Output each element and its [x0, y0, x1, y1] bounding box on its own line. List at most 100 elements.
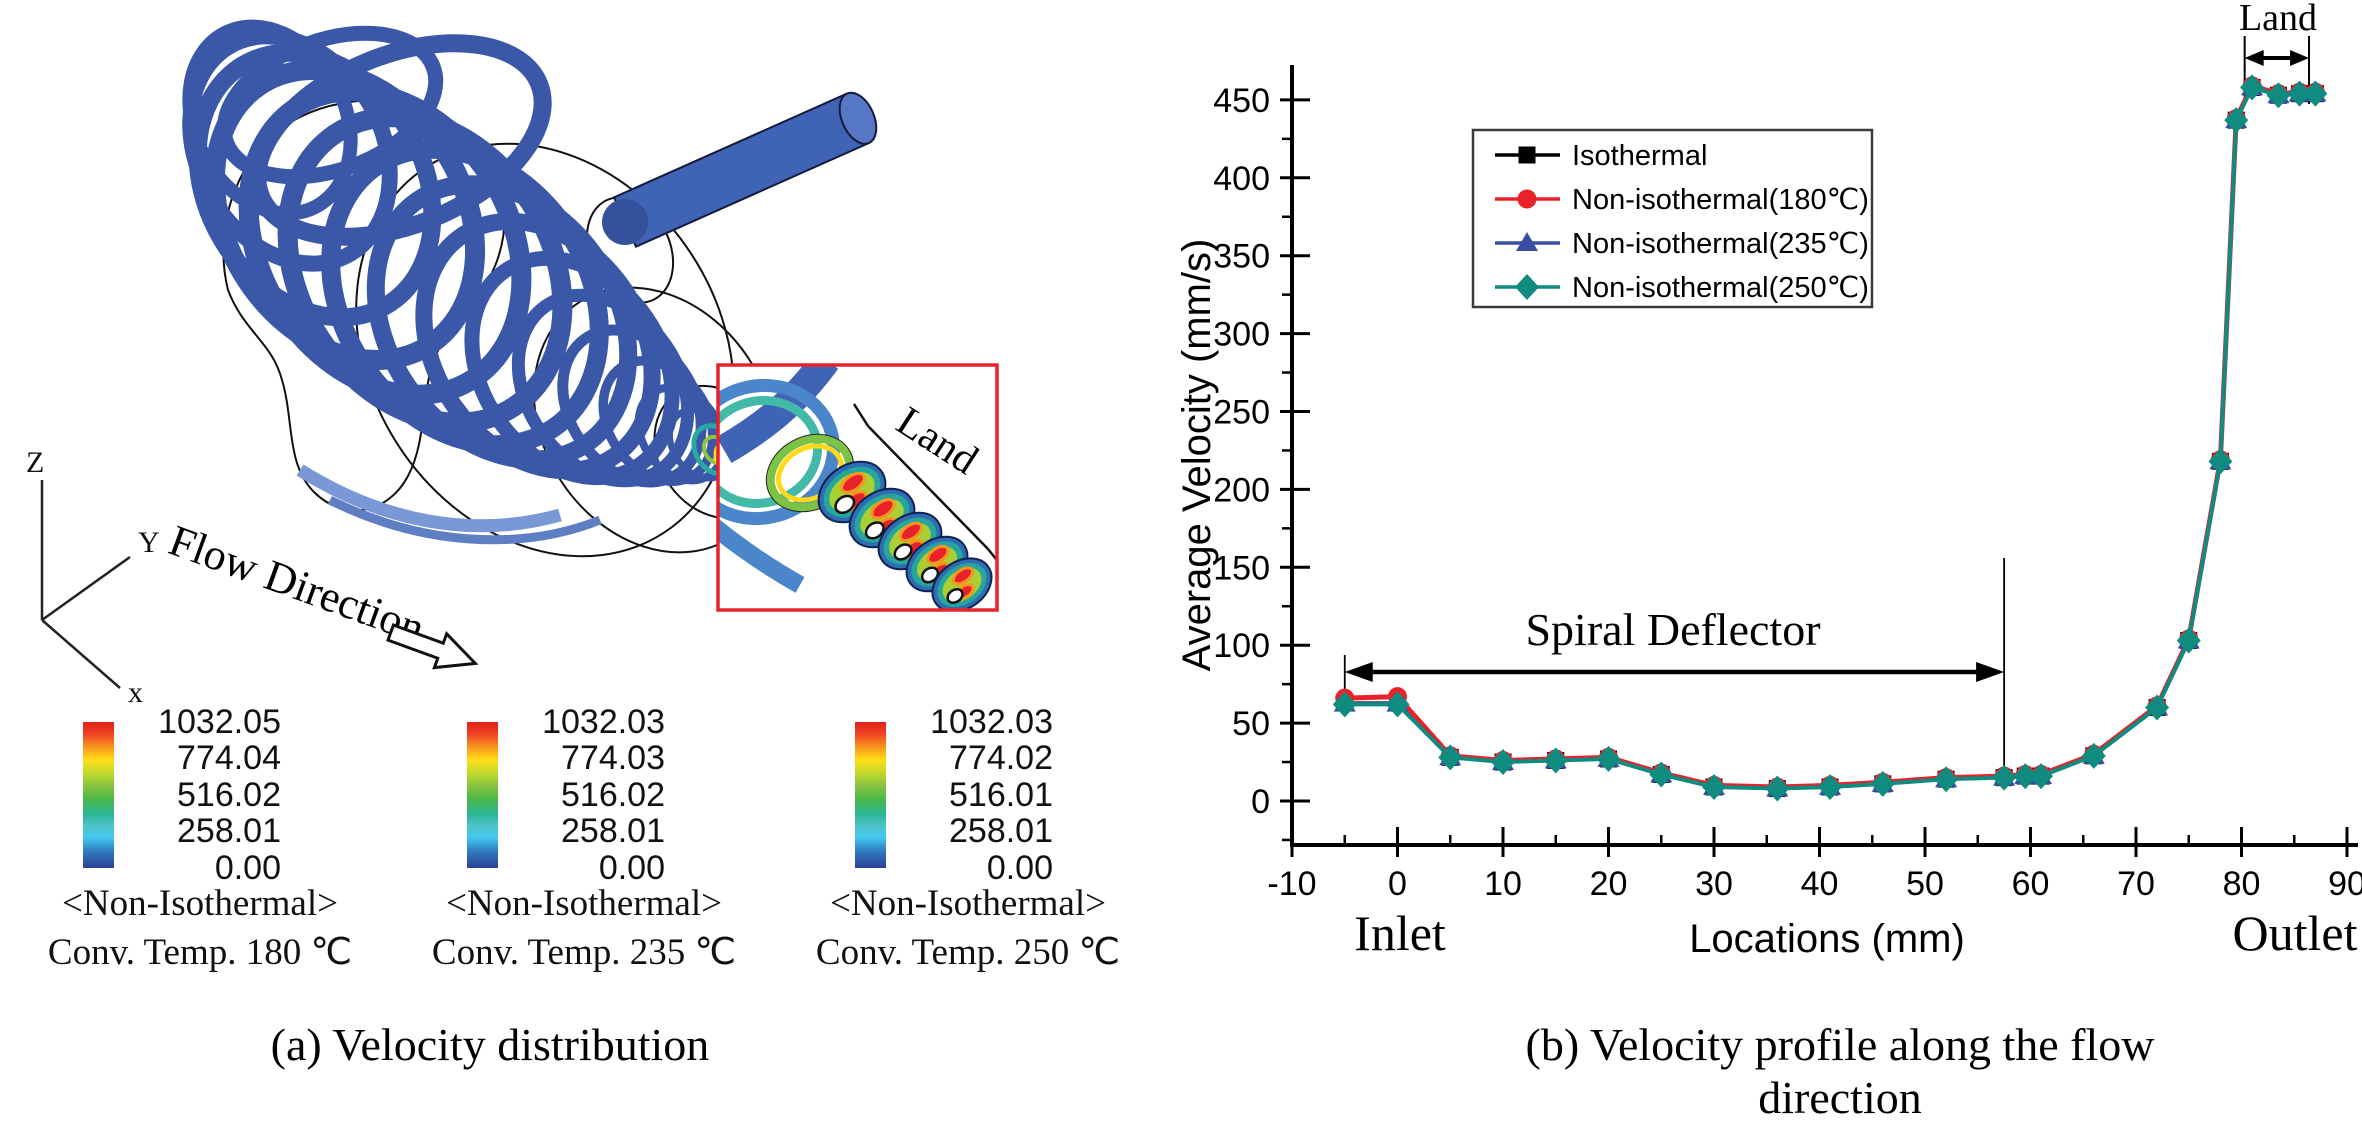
y-tick-label: 250: [1213, 394, 1270, 432]
coordinate-triad: [40, 480, 131, 689]
x-tick-label: 90: [2328, 865, 2362, 903]
arrow-head-left: [1344, 662, 1373, 682]
colorbar-value: 258.01: [949, 812, 1053, 850]
inset-cross-section: [931, 557, 993, 610]
data-point-marker: [2145, 694, 2170, 721]
axis-y-label: Y: [138, 526, 160, 559]
x-tick-label: 80: [2223, 865, 2261, 903]
colorbar-value: 774.04: [177, 739, 281, 777]
flow-direction-arrow: [386, 623, 479, 670]
legend-marker: [1516, 232, 1538, 251]
data-point-marker: [1649, 761, 1674, 788]
colorbar-value: 1032.03: [930, 703, 1053, 741]
colorbar-value: 1032.03: [542, 703, 665, 741]
data-point-marker: [2029, 763, 2054, 790]
data-point-marker: [1992, 764, 2017, 791]
legend-label: Non-isothermal(235℃): [1572, 228, 1869, 260]
colorbar-value: 258.01: [561, 812, 665, 850]
spiral-deflector-3d: [182, 19, 736, 488]
x-tick-label: 0: [1388, 865, 1407, 903]
colorbar-gradient: [467, 722, 498, 868]
data-point-marker: [1765, 775, 1790, 802]
legend-marker: [1518, 146, 1536, 164]
data-point-marker: [1438, 744, 1463, 771]
coil-highlights: [296, 464, 602, 545]
y-tick-label: 450: [1213, 82, 1270, 120]
legend-marker: [1517, 189, 1537, 209]
colorbar-value: 774.03: [561, 739, 665, 777]
data-point-marker: [1702, 773, 1726, 800]
colorbar-value: 774.02: [949, 739, 1053, 777]
axis-x-label: x: [128, 676, 143, 709]
arrow-head-left: [2244, 50, 2264, 66]
x-tick-label: 60: [2012, 865, 2050, 903]
legend-item: Isothermal: [1495, 140, 1707, 172]
inlet-label: Inlet: [1354, 905, 1446, 961]
inset-border: [716, 363, 999, 612]
data-point-marker: [2013, 763, 2038, 790]
outlet-label: Outlet: [2233, 905, 2358, 961]
y-tick-label: 0: [1251, 783, 1270, 821]
data-point-marker: [1543, 747, 1568, 774]
colorbar-value: 258.01: [177, 812, 281, 850]
arrow-head-right: [2290, 50, 2310, 66]
y-tick-label: 200: [1213, 471, 1270, 509]
legend-item: Non-isothermal(250℃): [1495, 272, 1869, 304]
legend-marker: [1515, 274, 1539, 300]
y-axis-title: Average Velocity (mm/s): [1175, 239, 1219, 672]
colorbar-subtitle: Conv. Temp. 180 ℃: [47, 932, 353, 973]
legend-label: Isothermal: [1572, 140, 1707, 172]
x-tick-label: 50: [1906, 865, 1944, 903]
data-point-marker: [2287, 80, 2312, 107]
velocity-distribution-panel: Z Y x Flow Direction: [26, 19, 999, 709]
data-point-marker: [2208, 448, 2233, 475]
data-point-marker: [2303, 80, 2328, 107]
velocity-profile-chart: -10 0 10 20 30 40 50 60 70 80 90 0 50 100 150 200 250 300…: [1175, 0, 2362, 961]
plot-area: -10 0 10 20 30 40 50 60 70 80 90 0 50 100 150 200 250 300…: [1213, 36, 2362, 903]
x-axis-title: Locations (mm): [1689, 917, 1965, 961]
y-tick-label: 350: [1213, 238, 1270, 276]
land-inset-content: Land: [718, 365, 997, 610]
colorbar-value: 0.00: [598, 849, 665, 887]
colorbar-value: 1032.05: [158, 703, 281, 741]
data-point-marker: [2240, 74, 2265, 101]
land-label: Land: [2239, 0, 2317, 39]
x-tick-label: -10: [1267, 865, 1316, 903]
y-tick-label: 50: [1232, 705, 1270, 743]
colorbar-value: 516.02: [177, 776, 281, 814]
legend-item: Non-isothermal(235℃): [1495, 228, 1869, 260]
colorbar-subtitle: Conv. Temp. 250 ℃: [815, 932, 1121, 973]
x-tick-label: 20: [1590, 865, 1628, 903]
legend-label: Non-isothermal(250℃): [1572, 272, 1869, 304]
arrow-head-right: [1976, 662, 2005, 682]
data-point-marker: [1385, 691, 1410, 718]
legend-item: Non-isothermal(180℃): [1495, 184, 1869, 216]
data-point-marker: [1491, 749, 1515, 776]
data-point-marker: [2081, 742, 2106, 769]
data-point-marker: [1818, 773, 1843, 800]
x-tick-label: 10: [1484, 865, 1522, 903]
colorbar-value: 0.00: [214, 849, 281, 887]
x-tick-label: 70: [2117, 865, 2155, 903]
figure-page: { "figure": { "caption_a": "(a) Velocity…: [26, 0, 2362, 1123]
colorbar-title: <Non-Isothermal>: [61, 883, 338, 924]
spiral-deflector-label: Spiral Deflector: [1525, 604, 1820, 655]
y-tick-label: 400: [1213, 160, 1270, 198]
colorbar-value: 0.00: [986, 849, 1053, 887]
axis-z-label: Z: [26, 446, 44, 479]
x-tick-label: 40: [1801, 865, 1839, 903]
data-point-marker: [1596, 745, 1621, 772]
caption-a: (a) Velocity distribution: [270, 1019, 710, 1070]
y-tick-label: 100: [1213, 627, 1270, 665]
colorbar-subtitle: Conv. Temp. 235 ℃: [431, 932, 737, 973]
data-point-marker: [1934, 766, 1959, 793]
colorbar-title: <Non-Isothermal>: [829, 883, 1106, 924]
data-point-marker: [2176, 627, 2201, 654]
y-tick-label: 300: [1213, 316, 1270, 354]
data-point-marker: [2266, 82, 2291, 109]
y-tick-label: 150: [1213, 549, 1270, 587]
colorbar-gradient: [83, 722, 114, 868]
colorbar-title: <Non-Isothermal>: [445, 883, 722, 924]
series-non-isothermal-250-: [1332, 74, 2328, 802]
data-point-marker: [2224, 107, 2249, 134]
